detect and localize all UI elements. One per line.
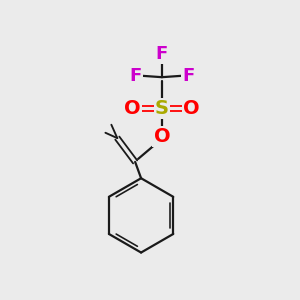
Text: F: F	[129, 67, 141, 85]
Text: O: O	[154, 127, 170, 146]
Text: S: S	[155, 99, 169, 118]
Text: F: F	[182, 67, 195, 85]
Text: O: O	[183, 99, 200, 118]
Text: O: O	[124, 99, 140, 118]
Text: F: F	[156, 45, 168, 63]
